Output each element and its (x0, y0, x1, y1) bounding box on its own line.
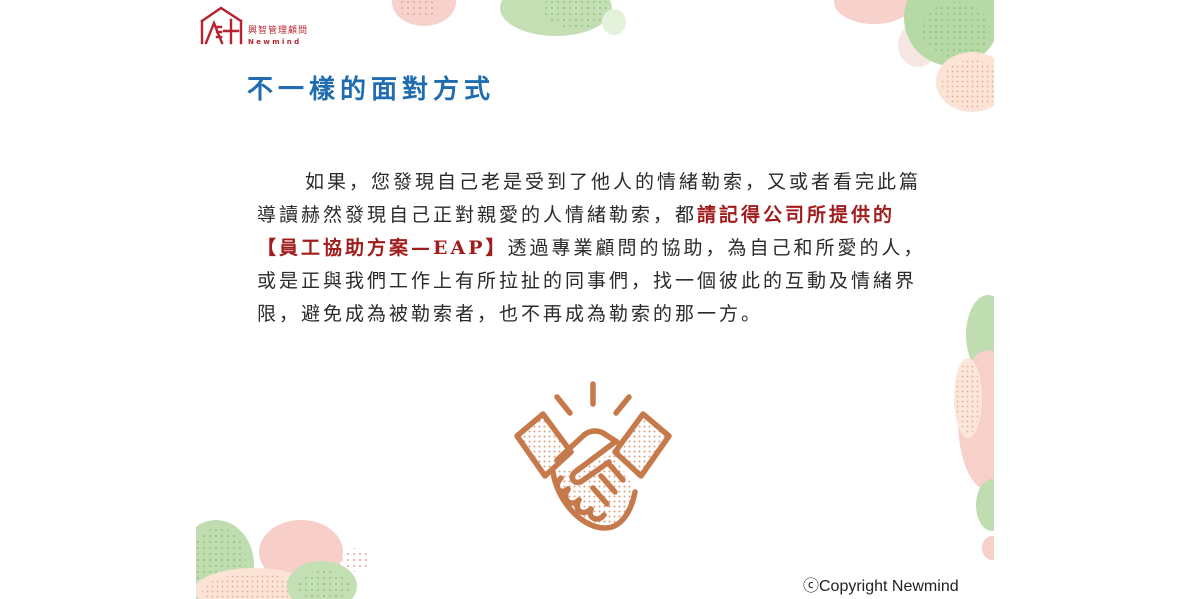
paragraph-line: 如果，您發現自己老是受到了他人的情緒勒索，又或者看完此篇 (257, 166, 957, 199)
decor-dots-peach (956, 362, 980, 434)
decor-blob-pink (834, 0, 914, 24)
presentation-slide: 興智管理顧問 Newmind 不一樣的面對方式 如果，您發現自己老是受到了他人的… (196, 0, 994, 599)
handshake-outline (514, 381, 672, 531)
decor-dots-peach (202, 574, 306, 599)
logo-brand-name: Newmind (248, 38, 302, 46)
paragraph-line: 導讀赫然發現自己正對親愛的人情緒勒索，都請記得公司所提供的 (257, 199, 957, 232)
decor-top-middle (392, 0, 626, 36)
paragraph-highlight: 請記得公司所提供的 (697, 204, 896, 226)
paragraph-highlight: 【員工協助方案—EAP】 (257, 237, 508, 259)
newmind-house-logo-icon (200, 6, 243, 45)
logo-company-name: 興智管理顧問 (248, 26, 309, 36)
paragraph-line: 限，避免成為被勒索者，也不再成為勒索的那一方。 (257, 298, 957, 331)
decor-top-right (834, 0, 994, 112)
decor-bottom-left (196, 520, 370, 599)
decor-dots-green (922, 2, 990, 58)
decor-blob-green (976, 479, 994, 531)
paragraph-text: 如果，您發現自己老是受到了他人的情緒勒索，又或者看完此篇 (305, 171, 922, 193)
paragraph-line: 或是正與我們工作上有所拉扯的同事們，找一個彼此的互動及情緒界 (257, 265, 957, 298)
paragraph-line: 【員工協助方案—EAP】透過專業顧問的協助，為自己和所愛的人， (257, 232, 957, 265)
copyright-text: ⓒCopyright Newmind (803, 578, 959, 595)
slide-title: 不一樣的面對方式 (247, 75, 496, 105)
decor-dots-pink (398, 0, 438, 19)
decor-dots-pink (342, 548, 370, 572)
decor-blob-pink (982, 536, 994, 560)
paragraph-text: 限，避免成為被勒索者，也不再成為勒索的那一方。 (257, 303, 764, 325)
decor-dots-peach (942, 60, 994, 108)
body-paragraph: 如果，您發現自己老是受到了他人的情緒勒索，又或者看完此篇 導讀赫然發現自己正對親… (257, 166, 957, 331)
decor-right-middle (954, 295, 994, 560)
company-logo: 興智管理顧問 Newmind (200, 6, 312, 46)
decor-blob-light (602, 9, 626, 35)
handshake-icon (514, 381, 672, 531)
paragraph-text: 透過專業顧問的協助，為自己和所愛的人， (507, 237, 926, 259)
paragraph-text: 導讀赫然發現自己正對親愛的人情緒勒索，都 (257, 204, 698, 226)
paragraph-text: 或是正與我們工作上有所拉扯的同事們，找一個彼此的互動及情緒界 (257, 270, 918, 292)
decor-dots-green (542, 0, 610, 28)
decorative-background (196, 0, 994, 599)
decor-dots-green (298, 570, 350, 599)
